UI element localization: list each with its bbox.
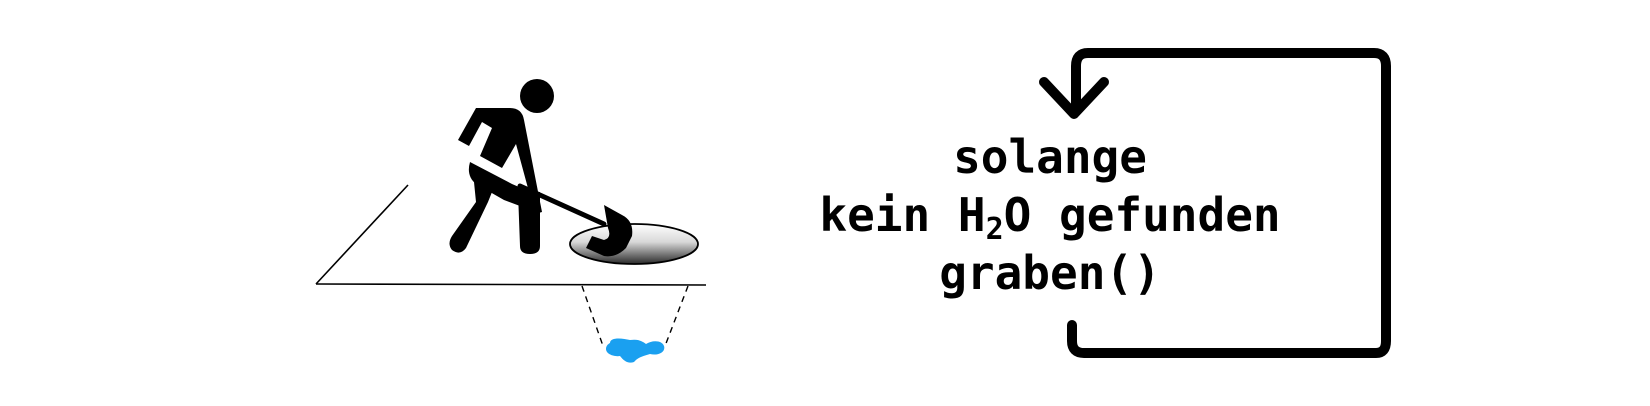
loop-condition: kein H2O gefunden [800,186,1300,247]
condition-suffix: O gefunden [1003,188,1281,242]
loop-keyword: solange [953,130,1147,184]
loop-arrow-icon [1039,48,1391,358]
depth-lines [581,285,689,347]
loop-body: graben() [939,246,1161,300]
loop-pseudocode: solange kein H2O gefunden graben() [800,128,1300,302]
condition-subscript: 2 [985,212,1004,247]
water-puddle-icon [606,338,665,363]
condition-prefix: kein H [819,188,986,242]
ground-plane [315,184,707,286]
digging-worker-icon [449,79,633,257]
